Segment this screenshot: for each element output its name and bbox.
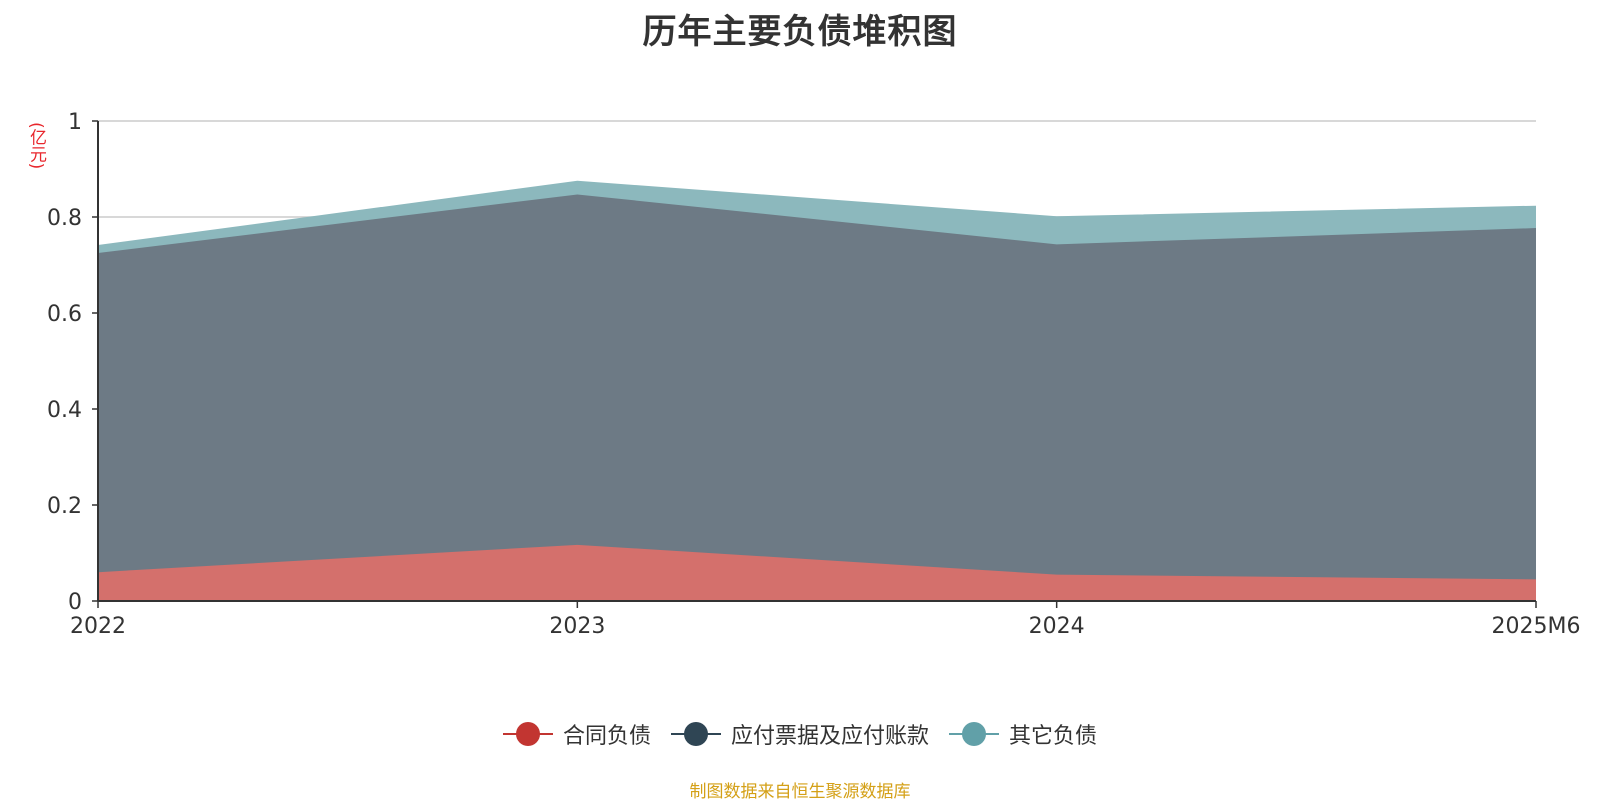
legend-item[interactable]: 其它负债 xyxy=(949,718,1097,750)
y-tick-label: 0.8 xyxy=(47,206,82,231)
source-note: 制图数据来自恒生聚源数据库 xyxy=(689,782,911,800)
area-series-line-2 xyxy=(97,180,1537,247)
y-tick-label: 0.4 xyxy=(47,398,82,423)
area-series-2 xyxy=(98,181,1536,253)
legend-marker-icon xyxy=(670,722,721,746)
tick-labels: 0 0.2 0.4 0.6 0.8 1 2022 2023 2024 2025M6 xyxy=(47,110,1580,639)
legend-label: 合同负债 xyxy=(562,724,651,749)
area-series-1 xyxy=(98,194,1536,580)
axes xyxy=(92,120,1537,608)
legend-marker-dot xyxy=(515,722,540,746)
chart-plot-area: 0 0.2 0.4 0.6 0.8 1 2022 2023 2024 2025M6 xyxy=(47,110,1580,639)
legend-label: 应付票据及应付账款 xyxy=(730,724,929,749)
y-tick-label: 1 xyxy=(68,110,82,135)
area-series-0 xyxy=(98,544,1536,601)
legend-label: 其它负债 xyxy=(1009,724,1098,749)
legend-marker-icon xyxy=(949,722,999,746)
x-tick-label: 2022 xyxy=(70,614,126,639)
legend-item[interactable]: 应付票据及应付账款 xyxy=(670,718,929,750)
chart-title: 历年主要负债堆积图 xyxy=(642,12,958,52)
y-axis-unit-label: (亿元) xyxy=(26,122,46,170)
legend-marker-dot xyxy=(962,722,986,746)
legend: 合同负债 应付票据及应付账款 其它负债 xyxy=(0,718,1600,750)
x-tick-label: 2024 xyxy=(1029,614,1085,639)
legend-marker-dot xyxy=(683,722,708,746)
legend-marker-icon xyxy=(502,722,553,746)
y-tick-label: 0.2 xyxy=(47,494,82,519)
x-tick-label: 2025M6 xyxy=(1492,614,1581,639)
legend-item[interactable]: 合同负债 xyxy=(502,718,651,750)
stacked-areas xyxy=(97,180,1537,601)
y-tick-label: 0 xyxy=(68,590,82,615)
x-tick-label: 2023 xyxy=(549,614,605,639)
y-tick-label: 0.6 xyxy=(47,302,82,327)
